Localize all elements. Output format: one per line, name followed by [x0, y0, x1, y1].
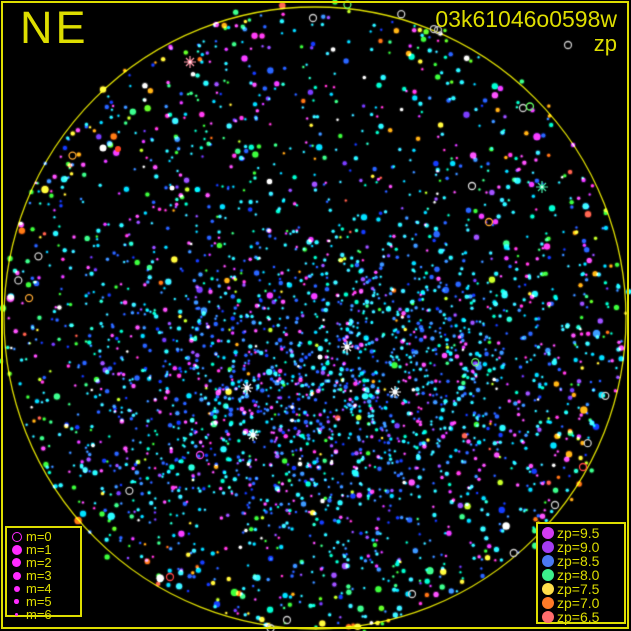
legend-dot-wrap [538, 527, 557, 539]
magnitude-legend: m=0 m=1 m=2 m=3 m=4 m=5 m=6 [5, 526, 82, 621]
legend-dot-wrap [7, 613, 26, 616]
orientation-label: NE [20, 2, 89, 53]
legend-dot-wrap [538, 569, 557, 581]
title-block: 03k61046o0598w zp [435, 7, 617, 56]
dot-marker-icon [541, 583, 554, 595]
legend-row: m=2 [7, 556, 80, 569]
dot-marker-icon [12, 558, 21, 567]
legend-label: zp=8.5 [557, 553, 600, 569]
dot-marker-icon [541, 597, 554, 609]
legend-row: zp=7.5 [538, 582, 624, 596]
legend-label: m=1 [26, 542, 52, 557]
legend-dot-wrap [538, 611, 557, 623]
legend-label: m=3 [26, 568, 52, 583]
legend-dot-wrap [538, 541, 557, 553]
legend-label: m=0 [26, 529, 52, 544]
legend-dot-wrap [7, 585, 26, 592]
legend-label: m=2 [26, 555, 52, 570]
legend-dot-wrap [7, 544, 26, 555]
legend-label: zp=9.0 [557, 539, 600, 555]
legend-dot-wrap [7, 531, 26, 542]
colorbar-label: zp [593, 30, 617, 56]
legend-dot-wrap [538, 555, 557, 567]
legend-dot-wrap [7, 558, 26, 567]
dot-marker-icon [14, 599, 19, 604]
legend-dot-wrap [7, 599, 26, 604]
zp-legend: zp=9.5 zp=9.0 zp=8.5 zp=8.0 zp=7.5 zp=7.0 zp=6… [536, 522, 626, 624]
dot-marker-icon [11, 544, 22, 555]
legend-dot-wrap [7, 571, 26, 580]
dot-marker-icon [541, 555, 554, 567]
legend-row: m=0 [7, 530, 80, 543]
legend-label: zp=8.0 [557, 567, 600, 583]
legend-row: zp=8.0 [538, 568, 624, 582]
legend-row: zp=9.5 [538, 526, 624, 540]
legend-label: m=6 [26, 607, 52, 622]
legend-row: zp=9.0 [538, 540, 624, 554]
legend-row: zp=8.5 [538, 554, 624, 568]
legend-label: zp=7.0 [557, 595, 600, 611]
exposure-title: 03k61046o0598w [435, 6, 617, 32]
legend-row: m=4 [7, 582, 80, 595]
legend-label: m=4 [26, 581, 52, 596]
legend-dot-wrap [538, 583, 557, 595]
dot-marker-icon [541, 541, 554, 553]
legend-row: zp=6.5 [538, 610, 624, 624]
legend-label: m=5 [26, 594, 52, 609]
legend-label: zp=6.5 [557, 609, 600, 625]
dot-marker-icon [541, 527, 554, 539]
legend-row: m=5 [7, 595, 80, 608]
open-circle-marker-icon [11, 531, 22, 542]
dot-marker-icon [15, 613, 18, 616]
dot-marker-icon [12, 571, 21, 580]
dot-marker-icon [541, 611, 554, 623]
legend-dot-wrap [538, 597, 557, 609]
dot-marker-icon [541, 569, 554, 581]
legend-row: m=3 [7, 569, 80, 582]
legend-label: zp=7.5 [557, 581, 600, 597]
legend-row: zp=7.0 [538, 596, 624, 610]
legend-row: m=6 [7, 608, 80, 621]
legend-label: zp=9.5 [557, 525, 600, 541]
legend-row: m=1 [7, 543, 80, 556]
dot-marker-icon [13, 585, 20, 592]
